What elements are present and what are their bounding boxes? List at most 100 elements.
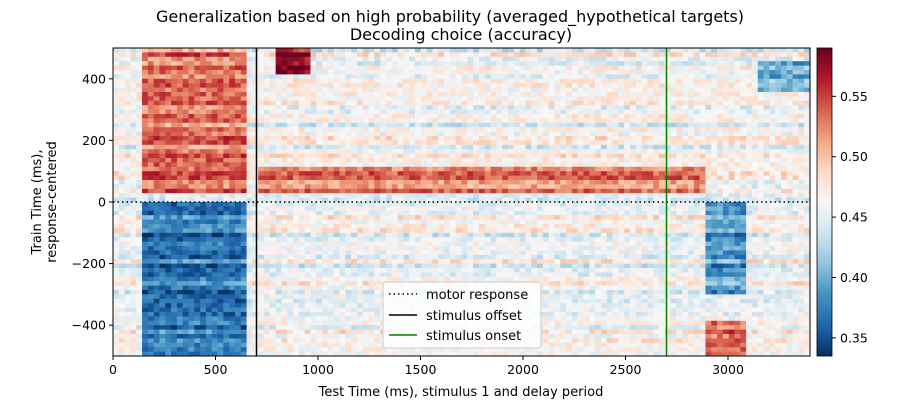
- heatmap-cell: [356, 197, 364, 203]
- heatmap-cell: [304, 224, 312, 229]
- heatmap-cell: [537, 109, 544, 115]
- heatmap-cell: [577, 219, 585, 225]
- heatmap-cell: [484, 131, 492, 137]
- heatmap-cell: [258, 228, 265, 234]
- heatmap-cell: [688, 197, 695, 203]
- heatmap-cell: [461, 197, 468, 203]
- heatmap-cell: [490, 197, 497, 203]
- heatmap-cell: [380, 153, 387, 159]
- heatmap-cell: [113, 175, 120, 181]
- heatmap-cell: [583, 92, 590, 97]
- heatmap-cell: [583, 136, 590, 141]
- heatmap-cell: [792, 122, 799, 128]
- heatmap-cell: [664, 87, 672, 93]
- heatmap-cell: [281, 162, 288, 168]
- heatmap-cell: [432, 131, 439, 137]
- heatmap-cell: [658, 149, 666, 155]
- heatmap-cell: [409, 228, 416, 234]
- heatmap-cell: [327, 162, 335, 168]
- heatmap-cell: [362, 74, 370, 80]
- heatmap-cell: [176, 92, 184, 97]
- heatmap-cell: [780, 215, 788, 221]
- heatmap-cell: [600, 175, 608, 181]
- heatmap-cell: [577, 210, 585, 216]
- heatmap-cell: [641, 105, 648, 111]
- heatmap-cell: [658, 74, 666, 80]
- heatmap-cell: [281, 109, 288, 115]
- heatmap-cell: [234, 48, 242, 53]
- heatmap-cell: [525, 166, 532, 172]
- heatmap-cell: [322, 61, 329, 67]
- heatmap-cell: [519, 52, 526, 58]
- heatmap-cell: [182, 184, 190, 190]
- heatmap-cell: [728, 175, 736, 181]
- heatmap-cell: [298, 228, 306, 234]
- heatmap-cell: [351, 219, 358, 225]
- heatmap-cell: [240, 188, 248, 194]
- heatmap-cell: [165, 210, 172, 216]
- heatmap-cell: [537, 193, 544, 199]
- heatmap-cell: [699, 184, 707, 190]
- heatmap-cell: [124, 78, 132, 84]
- heatmap-cell: [293, 52, 300, 58]
- heatmap-cell: [693, 206, 701, 212]
- heatmap-cell: [142, 87, 149, 93]
- heatmap-cell: [682, 153, 689, 159]
- heatmap-cell: [566, 114, 573, 119]
- heatmap-cell: [449, 87, 457, 93]
- heatmap-cell: [438, 210, 445, 216]
- heatmap-cell: [722, 118, 730, 124]
- heatmap-cell: [717, 109, 724, 115]
- heatmap-cell: [130, 105, 137, 111]
- heatmap-cell: [589, 136, 596, 141]
- heatmap-cell: [571, 61, 579, 67]
- heatmap-cell: [316, 56, 323, 62]
- heatmap-cell: [252, 184, 259, 190]
- heatmap-cell: [171, 162, 178, 168]
- heatmap-cell: [165, 109, 172, 115]
- heatmap-cell: [182, 188, 190, 194]
- heatmap-cell: [287, 109, 294, 115]
- heatmap-cell: [240, 56, 248, 62]
- heatmap-cell: [461, 100, 468, 106]
- heatmap-cell: [577, 149, 585, 155]
- heatmap-cell: [746, 114, 753, 119]
- heatmap-cell: [182, 52, 190, 58]
- heatmap-cell: [635, 206, 643, 212]
- heatmap-cell: [746, 83, 753, 89]
- heatmap-cell: [693, 127, 701, 133]
- heatmap-cell: [717, 100, 724, 106]
- heatmap-cell: [194, 140, 201, 146]
- heatmap-cell: [351, 105, 358, 111]
- heatmap-cell: [205, 118, 213, 124]
- heatmap-cell: [746, 162, 753, 168]
- heatmap-cell: [356, 96, 364, 102]
- heatmap-cell: [455, 100, 463, 106]
- heatmap-cell: [664, 184, 672, 190]
- heatmap-cell: [775, 188, 782, 194]
- heatmap-cell: [252, 83, 259, 89]
- heatmap-cell: [699, 92, 707, 97]
- heatmap-cell: [234, 140, 242, 146]
- heatmap-cell: [258, 158, 265, 163]
- heatmap-cell: [589, 61, 596, 67]
- heatmap-cell: [339, 78, 346, 84]
- heatmap-cell: [142, 61, 149, 67]
- heatmap-cell: [658, 56, 666, 62]
- heatmap-cell: [368, 228, 375, 234]
- heatmap-cell: [374, 83, 381, 89]
- heatmap-cell: [693, 140, 701, 146]
- heatmap-cell: [333, 127, 341, 133]
- heatmap-cell: [153, 105, 161, 111]
- heatmap-cell: [118, 114, 126, 119]
- heatmap-cell: [217, 144, 224, 150]
- heatmap-cell: [566, 74, 573, 80]
- heatmap-cell: [798, 70, 805, 75]
- heatmap-cell: [682, 149, 689, 155]
- heatmap-cell: [281, 149, 288, 155]
- heatmap-cell: [531, 118, 538, 124]
- heatmap-cell: [200, 96, 207, 102]
- heatmap-cell: [287, 61, 294, 67]
- heatmap-cell: [531, 219, 538, 225]
- heatmap-cell: [641, 56, 648, 62]
